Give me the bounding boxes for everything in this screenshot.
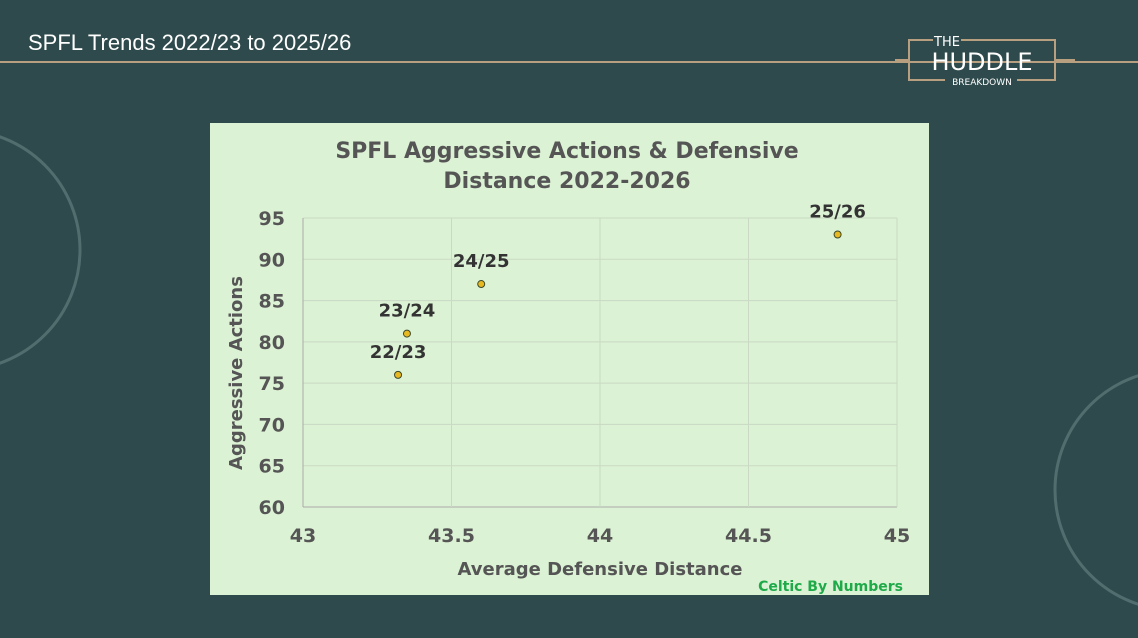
logo-text-breakdown: BREAKDOWN [952,78,1012,88]
x-tick-label: 45 [884,525,910,547]
data-point [402,329,411,338]
chart-title-line1: SPFL Aggressive Actions & Defensive [335,139,798,164]
logo-text-huddle: HUDDLE [931,48,1032,76]
y-tick-label: 80 [259,332,285,354]
y-tick-label: 85 [259,291,285,313]
x-tick-label: 44 [587,525,613,547]
data-point [833,230,842,239]
logo: THE HUDDLE BREAKDOWN [895,35,1075,88]
y-tick-label: 60 [259,497,285,519]
crest-watermark-left [0,135,82,365]
header-rule [0,61,1138,63]
y-tick-label: 70 [259,414,285,436]
scatter-chart: SPFL Aggressive Actions & Defensive Dist… [226,139,910,595]
data-label: 23/24 [379,301,436,322]
credit-text: Celtic By Numbers [758,579,903,595]
y-tick-label: 75 [259,373,285,395]
page-title: SPFL Trends 2022/23 to 2025/26 [28,30,352,55]
data-label: 25/26 [809,202,866,223]
y-axis-label: Aggressive Actions [226,276,247,470]
data-label: 24/25 [453,251,510,272]
x-tick-label: 43.5 [428,525,475,547]
y-tick-label: 90 [259,249,285,271]
chart-title-line2: Distance 2022-2026 [443,169,690,194]
crest-watermark-right [1053,374,1138,606]
data-label: 22/23 [370,342,427,363]
y-tick-label: 95 [259,208,285,230]
x-axis-label: Average Defensive Distance [458,559,743,580]
chart-panel: SPFL Aggressive Actions & Defensive Dist… [210,123,929,595]
x-tick-label: 43 [290,525,316,547]
logo-text-the: THE [933,35,960,50]
data-point [477,280,486,289]
x-tick-label: 44.5 [725,525,772,547]
y-tick-label: 65 [259,456,285,478]
data-point [394,370,403,379]
